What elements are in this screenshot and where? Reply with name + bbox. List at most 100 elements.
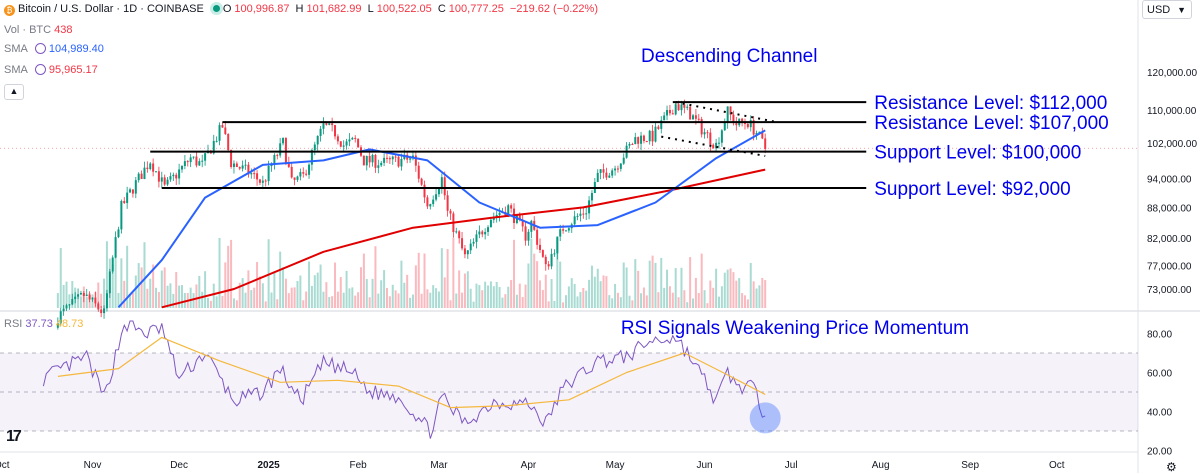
candle-body (409, 158, 412, 160)
candle-body (131, 189, 134, 194)
candle-body (100, 309, 103, 314)
candle-body (65, 305, 68, 309)
volume-bar (718, 296, 720, 308)
volume-bar (495, 282, 498, 308)
rsi-highlight-circle (749, 402, 781, 434)
volume-bar (602, 275, 605, 308)
volume-bar (221, 295, 224, 308)
volume-bar (709, 280, 712, 308)
volume-bar (582, 287, 585, 308)
candle-body (331, 123, 334, 126)
sma-50-legend[interactable]: SMA 104,989.40 (4, 43, 107, 55)
candle-body (446, 195, 449, 211)
candle-body (611, 170, 614, 176)
candle-body (342, 145, 345, 147)
volume-bar (553, 300, 556, 308)
candle-body (556, 236, 559, 254)
candle-body (712, 144, 715, 149)
volume-bar (588, 279, 591, 308)
tradingview-logo[interactable]: 17 (6, 428, 22, 445)
volume-bar (570, 278, 573, 308)
volume-bar (371, 278, 374, 308)
volume-bar (680, 267, 683, 308)
currency-select[interactable]: USD ▼ (1142, 0, 1192, 19)
candle-body (316, 135, 319, 145)
candle-body (334, 125, 337, 137)
candle-body (273, 154, 276, 166)
candle-body (645, 141, 648, 143)
volume-bar (671, 292, 674, 308)
volume-bar (429, 292, 432, 308)
volume-bar (504, 294, 507, 308)
volume-bar (435, 288, 438, 308)
volume-bar (331, 296, 334, 308)
volume-bar (204, 271, 207, 308)
volume-bar (163, 267, 166, 308)
candle-body (668, 110, 671, 114)
candle-body (417, 165, 420, 179)
candle-body (432, 199, 435, 205)
volume-bar (513, 239, 516, 308)
candle-body (429, 204, 432, 207)
candle-body (224, 127, 227, 134)
volume-bar (507, 286, 510, 308)
time-tick-label: 2025 (257, 460, 280, 471)
level-label: Resistance Level: $112,000 (874, 93, 1107, 114)
volume-legend[interactable]: Vol · BTC 438 (4, 24, 75, 36)
candle-body (385, 157, 388, 159)
candle-body (671, 113, 674, 115)
candle-body (247, 164, 250, 175)
candle-body (579, 213, 582, 216)
volume-bar (755, 288, 758, 308)
candle-body (469, 243, 472, 251)
gear-icon[interactable]: ⚙ (1166, 460, 1177, 474)
candle-body (149, 163, 152, 170)
volume-bar (152, 264, 155, 308)
volume-bar (276, 299, 279, 308)
candle-body (322, 123, 325, 129)
candle-body (126, 192, 129, 204)
sma-200-legend[interactable]: SMA 95,965.17 (4, 64, 101, 76)
volume-bar (694, 277, 697, 308)
candle-body (426, 197, 429, 207)
volume-bar (241, 278, 244, 308)
candle-body (547, 264, 550, 267)
collapse-legend-button[interactable]: ▲ (4, 84, 24, 100)
candle-body (706, 132, 709, 134)
volume-bar (316, 272, 319, 308)
candle-body (155, 171, 158, 173)
volume-bar (334, 262, 337, 308)
volume-bar (637, 270, 640, 308)
rsi-line (42, 320, 766, 439)
volume-bar (181, 285, 183, 308)
visibility-icon[interactable] (34, 43, 46, 54)
candle-body (77, 294, 80, 297)
candle-body (143, 167, 146, 180)
candle-body (250, 173, 253, 175)
candle-body (489, 219, 492, 228)
volume-bar (524, 284, 527, 308)
volume-bar (117, 293, 120, 308)
candle-body (720, 130, 723, 143)
symbol-title[interactable]: Bitcoin / U.S. Dollar · 1D · COINBASE (18, 3, 204, 15)
visibility-icon[interactable] (34, 64, 46, 75)
volume-bar (195, 284, 198, 308)
open-value: 100,996.87 (234, 3, 290, 15)
candle-body (232, 163, 235, 167)
rsi-value: 37.73 (25, 318, 53, 330)
volume-bar (65, 281, 68, 308)
volume-bar (313, 275, 316, 308)
candle-body (510, 205, 513, 209)
rsi-legend[interactable]: RSI 37.73 48.73 (4, 318, 86, 330)
volume-bar (625, 267, 628, 308)
candle-body (564, 230, 567, 232)
volume-bar (518, 283, 521, 308)
candle-body (357, 138, 360, 148)
candle-body (697, 118, 700, 120)
bitcoin-logo-icon: ₿ (4, 5, 15, 16)
sma-50-value: 104,989.40 (48, 43, 104, 55)
volume-bar (487, 285, 490, 308)
time-tick-label: Aug (872, 460, 890, 471)
